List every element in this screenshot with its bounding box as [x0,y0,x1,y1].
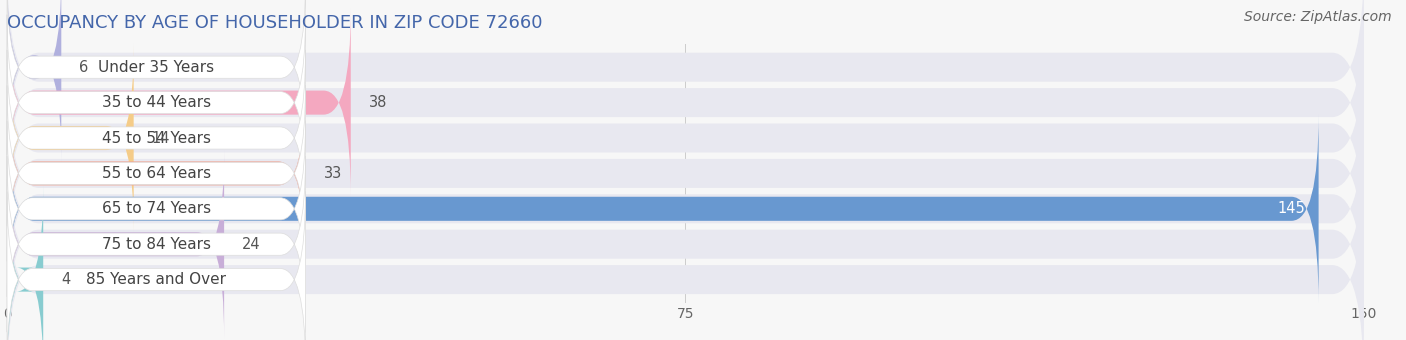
FancyBboxPatch shape [7,0,1364,212]
FancyBboxPatch shape [7,15,305,191]
Text: 6: 6 [79,60,89,75]
Text: OCCUPANCY BY AGE OF HOUSEHOLDER IN ZIP CODE 72660: OCCUPANCY BY AGE OF HOUSEHOLDER IN ZIP C… [7,14,543,32]
Text: 85 Years and Over: 85 Years and Over [86,272,226,287]
FancyBboxPatch shape [7,99,1364,318]
FancyBboxPatch shape [7,135,1364,340]
FancyBboxPatch shape [7,29,1364,248]
FancyBboxPatch shape [7,156,305,332]
Text: 45 to 54 Years: 45 to 54 Years [101,131,211,146]
Text: 33: 33 [323,166,342,181]
FancyBboxPatch shape [7,115,1319,303]
Text: 4: 4 [62,272,70,287]
Text: 55 to 64 Years: 55 to 64 Years [101,166,211,181]
FancyBboxPatch shape [7,185,44,340]
FancyBboxPatch shape [7,150,224,338]
Text: 14: 14 [152,131,170,146]
FancyBboxPatch shape [7,0,1364,176]
Text: 145: 145 [1277,201,1305,216]
FancyBboxPatch shape [7,85,305,261]
FancyBboxPatch shape [7,50,305,226]
FancyBboxPatch shape [7,44,134,232]
FancyBboxPatch shape [7,170,1364,340]
Text: 35 to 44 Years: 35 to 44 Years [101,95,211,110]
FancyBboxPatch shape [7,8,350,197]
Text: 75 to 84 Years: 75 to 84 Years [101,237,211,252]
Text: Under 35 Years: Under 35 Years [98,60,214,75]
FancyBboxPatch shape [7,0,305,155]
FancyBboxPatch shape [7,191,305,340]
FancyBboxPatch shape [7,79,305,268]
Text: 65 to 74 Years: 65 to 74 Years [101,201,211,216]
Text: Source: ZipAtlas.com: Source: ZipAtlas.com [1244,10,1392,24]
FancyBboxPatch shape [7,121,305,297]
FancyBboxPatch shape [7,0,62,162]
Text: 38: 38 [368,95,387,110]
Text: 24: 24 [242,237,262,252]
FancyBboxPatch shape [7,64,1364,283]
